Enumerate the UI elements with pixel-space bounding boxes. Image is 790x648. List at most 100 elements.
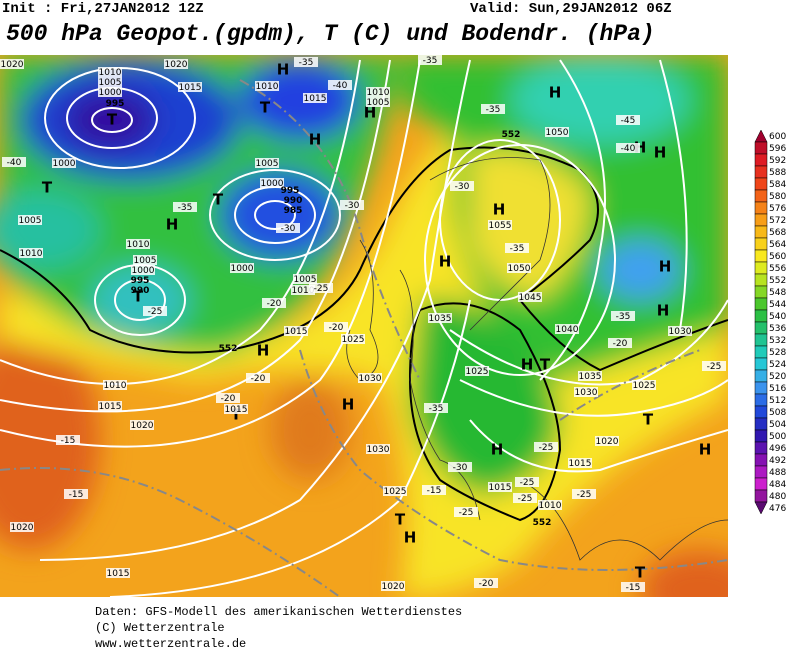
label-box xyxy=(381,581,405,591)
contour-label: 1025 xyxy=(466,367,489,377)
colorbar-label: 564 xyxy=(769,240,786,250)
label-box xyxy=(578,371,602,381)
pressure-center: T xyxy=(395,511,406,529)
label-box xyxy=(230,263,254,273)
label-box xyxy=(507,263,531,273)
label-box xyxy=(98,67,122,77)
contour-label: -30 xyxy=(345,201,360,211)
colorbar-label: 600 xyxy=(769,132,786,142)
contour-label: 1025 xyxy=(633,381,656,391)
label-box xyxy=(481,104,505,114)
contour-label: -15 xyxy=(61,436,76,446)
colorbar-label: 476 xyxy=(769,504,786,514)
contour-label: 1010 xyxy=(99,68,122,78)
pressure-center: H xyxy=(257,342,270,360)
label-box xyxy=(616,143,640,153)
pressure-center: T xyxy=(42,179,53,197)
contour-label: -35 xyxy=(510,244,525,254)
pressure-center: T xyxy=(643,411,654,429)
label-box xyxy=(474,578,498,588)
label-box xyxy=(454,507,478,517)
label-box xyxy=(246,373,270,383)
valid-time: Valid: Sun,29JAN2012 06Z xyxy=(470,1,672,17)
pressure-center: H xyxy=(277,61,290,79)
pressure-center: H xyxy=(521,356,534,374)
colorbar-end xyxy=(754,129,768,143)
colorbar-label: 548 xyxy=(769,288,786,298)
label-box xyxy=(358,373,382,383)
contour-label: 1035 xyxy=(429,314,452,324)
label-box xyxy=(488,220,512,230)
colorbar-swatch xyxy=(754,261,768,275)
label-box xyxy=(262,298,286,308)
label-box xyxy=(224,404,248,414)
label-box xyxy=(324,322,348,332)
colorbar-swatch xyxy=(754,249,768,263)
label-box xyxy=(595,436,619,446)
label-box xyxy=(422,485,446,495)
pressure-center: T xyxy=(107,111,118,129)
contour-label: 1010 xyxy=(104,381,127,391)
colorbar-swatch xyxy=(754,165,768,179)
label-box xyxy=(173,202,197,212)
contour-label: 995 xyxy=(106,99,125,109)
pressure-center: H xyxy=(342,396,355,414)
footer-line: www.wetterzentrale.de xyxy=(95,637,246,648)
label-box xyxy=(284,326,308,336)
label-box xyxy=(0,59,24,69)
label-box xyxy=(106,568,130,578)
label-box xyxy=(255,81,279,91)
label-box xyxy=(568,458,592,468)
label-box xyxy=(131,265,155,275)
contour-label: -35 xyxy=(423,56,438,66)
label-box xyxy=(19,248,43,258)
contour-label: -25 xyxy=(518,494,533,504)
label-box xyxy=(103,380,127,390)
label-box xyxy=(260,178,284,188)
contour-label: 1000 xyxy=(231,264,254,274)
contour-label: -25 xyxy=(520,478,535,488)
contour-label: 1020 xyxy=(382,582,405,592)
label-box xyxy=(574,387,598,397)
label-box xyxy=(366,444,390,454)
contour-label: 1015 xyxy=(569,459,592,469)
colorbar-label: 588 xyxy=(769,168,786,178)
contour-label: 1030 xyxy=(359,374,382,384)
label-box xyxy=(428,313,452,323)
colorbar-label: 560 xyxy=(769,252,786,262)
contour-label: 1010 xyxy=(20,249,43,259)
colorbar-label: 568 xyxy=(769,228,786,238)
pressure-center: H xyxy=(657,302,670,320)
contour-label: 552 xyxy=(533,518,552,528)
colorbar-label: 596 xyxy=(769,144,786,154)
label-box xyxy=(611,311,635,321)
colorbar-swatch xyxy=(754,393,768,407)
colorbar-swatch xyxy=(754,225,768,239)
map-labels: TTTTTHHHHHHHHHHHHHHTTHTHTTH1010100510009… xyxy=(0,55,726,593)
contour-label: 1010 xyxy=(127,240,150,250)
colorbar-label: 556 xyxy=(769,264,786,274)
label-box xyxy=(518,292,542,302)
contour-label: 1020 xyxy=(1,60,24,70)
contour-label: -40 xyxy=(7,158,22,168)
temperature-fields xyxy=(0,55,728,597)
colorbar-swatch xyxy=(754,429,768,443)
contour-label: 1030 xyxy=(367,445,390,455)
colorbar-swatch xyxy=(754,297,768,311)
label-box xyxy=(366,87,390,97)
colorbar-label: 540 xyxy=(769,312,786,322)
colorbar-label: 532 xyxy=(769,336,786,346)
label-box xyxy=(133,255,157,265)
label-box xyxy=(424,403,448,413)
contour-label: 1000 xyxy=(99,88,122,98)
pressure-center: H xyxy=(439,253,452,271)
colorbar-label: 484 xyxy=(769,480,786,490)
label-box xyxy=(255,158,279,168)
contour-label: 1030 xyxy=(669,327,692,337)
contour-label: -30 xyxy=(453,463,468,473)
colorbar-swatch xyxy=(754,189,768,203)
contour-label: 1005 xyxy=(134,256,157,266)
label-box xyxy=(340,200,364,210)
label-box xyxy=(303,93,327,103)
colorbar-swatch xyxy=(754,309,768,323)
